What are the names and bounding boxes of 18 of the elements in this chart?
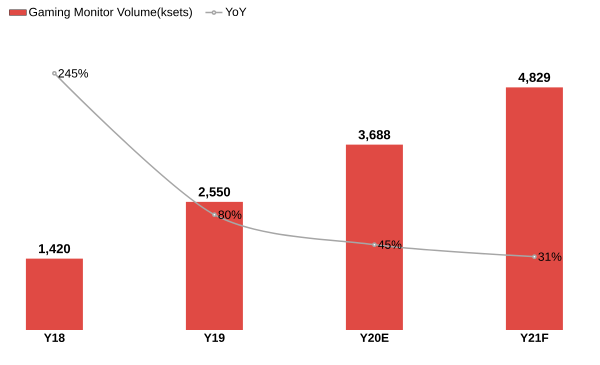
data-label: 2,550 bbox=[198, 187, 230, 198]
legend-label: YoY bbox=[225, 8, 246, 16]
x-tick-label: Y20E bbox=[360, 334, 389, 342]
x-tick-label: Y19 bbox=[204, 334, 225, 342]
data-label: 1,420 bbox=[39, 244, 70, 256]
data-label: 245% bbox=[58, 69, 88, 78]
data-label: 80% bbox=[218, 210, 242, 219]
bar bbox=[506, 87, 563, 330]
data-label: 3,688 bbox=[358, 130, 390, 142]
bar bbox=[346, 144, 403, 330]
bar bbox=[186, 202, 243, 330]
x-tick-label: Y18 bbox=[44, 334, 65, 342]
legend-label: Gaming Monitor Volume(ksets) bbox=[29, 7, 192, 19]
data-label: 31% bbox=[538, 252, 562, 261]
bar bbox=[26, 258, 83, 330]
x-tick-label: Y21F bbox=[520, 334, 548, 342]
data-label: 4,829 bbox=[518, 72, 550, 84]
data-label: 45% bbox=[378, 240, 402, 249]
